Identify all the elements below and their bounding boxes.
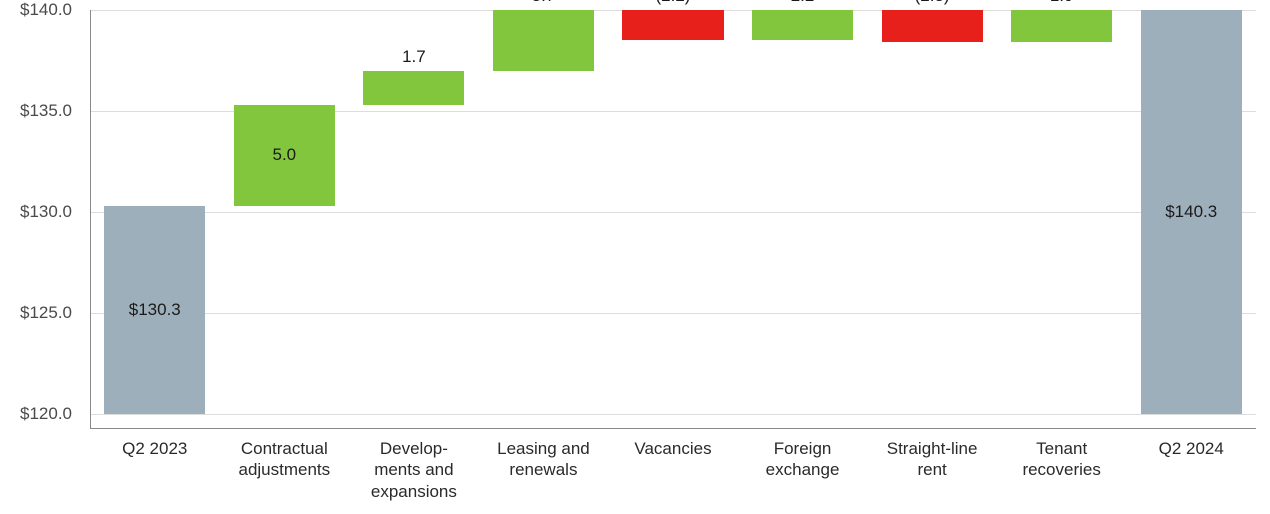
- gridline: [90, 414, 1256, 415]
- x-axis-category-label: Leasing and renewals: [483, 438, 605, 481]
- x-axis-category-label: Tenant recoveries: [1001, 438, 1123, 481]
- bar-vacancies: [622, 10, 723, 40]
- bar-value-label: 2.2: [752, 0, 853, 6]
- x-axis-category-label: Vacancies: [612, 438, 734, 459]
- waterfall-chart: $120.0 $125.0 $130.0 $135.0 $140.0 $130.3 Q2 2…: [0, 0, 1270, 514]
- x-axis-category-label: Q2 2024: [1130, 438, 1252, 459]
- gridline: [90, 212, 1256, 213]
- y-axis-tick-label: $140.0: [0, 0, 72, 20]
- x-axis-category-label: Foreign exchange: [742, 438, 864, 481]
- y-axis-tick-label: $130.0: [0, 202, 72, 222]
- x-axis-category-label: Straight-line rent: [871, 438, 993, 481]
- gridline: [90, 313, 1256, 314]
- bar-tenant: [1011, 10, 1112, 42]
- y-axis-line: [90, 10, 91, 428]
- bar-value-label: (2.3): [882, 0, 983, 6]
- bar-value-label: (2.2): [622, 0, 723, 6]
- bar-value-label: $130.3: [104, 300, 205, 320]
- bar-developments: [363, 71, 464, 105]
- bar-leasing: [493, 10, 594, 71]
- bar-fx: [752, 10, 853, 40]
- bar-straightline: [882, 10, 983, 42]
- y-axis-tick-label: $135.0: [0, 101, 72, 121]
- x-axis-category-label: Develop-ments and expansions: [353, 438, 475, 502]
- bar-value-label: 3.7: [493, 0, 594, 6]
- bar-value-label: 1.7: [363, 47, 464, 67]
- y-axis-tick-label: $125.0: [0, 303, 72, 323]
- bar-value-label: 1.9: [1011, 0, 1112, 6]
- x-axis-category-label: Contractual adjustments: [224, 438, 346, 481]
- y-axis-tick-label: $120.0: [0, 404, 72, 424]
- bar-value-label: $140.3: [1141, 202, 1242, 222]
- x-axis-category-label: Q2 2023: [94, 438, 216, 459]
- x-axis-line: [90, 428, 1256, 429]
- bar-value-label: 5.0: [234, 145, 335, 165]
